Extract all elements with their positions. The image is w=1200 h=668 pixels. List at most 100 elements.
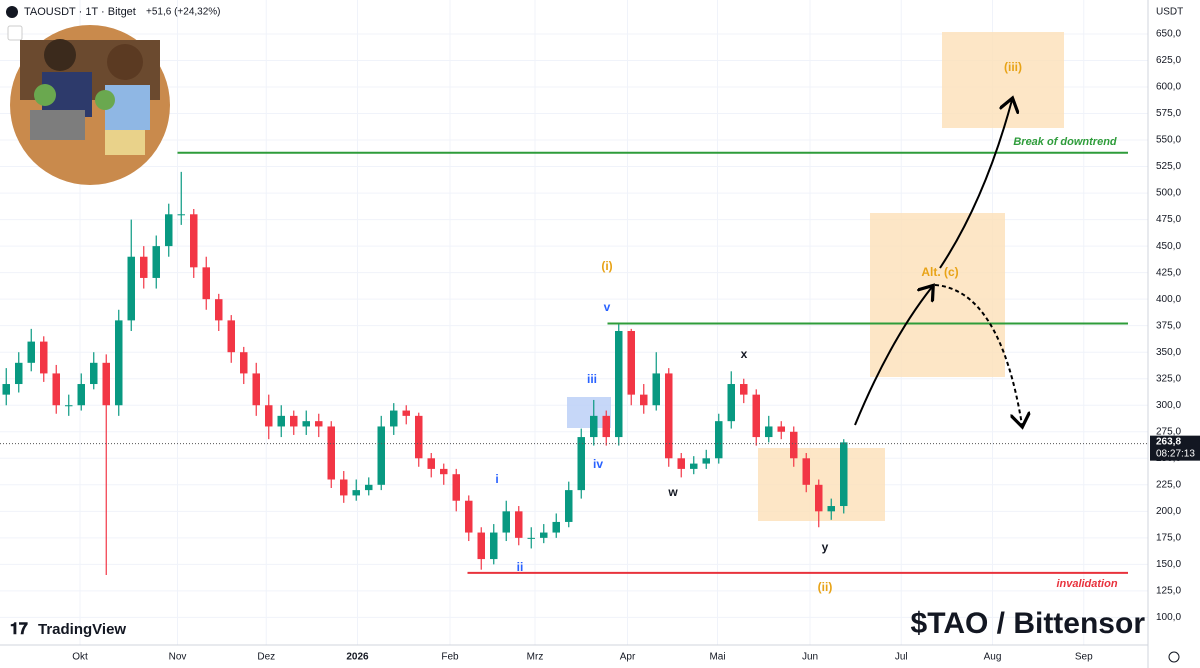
candle-body	[140, 256, 148, 278]
candle-body	[615, 330, 623, 438]
wave-label: x	[741, 347, 748, 361]
candle-body	[2, 384, 10, 395]
candle-body	[15, 362, 23, 385]
wave-label: iii	[587, 372, 597, 386]
candle-body	[190, 214, 198, 268]
candle-body	[390, 410, 398, 427]
candle-body	[165, 214, 173, 247]
y-tick-label: 600,0	[1156, 82, 1181, 93]
candle-body	[65, 405, 73, 407]
y-tick-label: 625,0	[1156, 55, 1181, 66]
arrow	[939, 100, 1012, 269]
candle-body	[740, 384, 748, 395]
candle-body	[127, 256, 135, 321]
candle-body	[515, 511, 523, 538]
line-label: invalidation	[1056, 578, 1117, 590]
wave-label: v	[604, 300, 611, 314]
x-tick-label: Jun	[802, 652, 818, 663]
candle-body	[377, 426, 385, 485]
candle-body	[565, 490, 573, 522]
price-change: +51,6 (+24,32%)	[146, 7, 221, 18]
candle-body	[690, 463, 698, 469]
x-tick-label: Feb	[441, 652, 459, 663]
y-tick-label: 150,0	[1156, 559, 1181, 570]
wave-label: i	[495, 472, 498, 486]
logo-mark: 𝟏𝟕	[10, 621, 28, 638]
candle-body	[577, 437, 585, 491]
candle-body	[590, 415, 598, 438]
candle-body	[440, 468, 448, 475]
annotations: (iii) Break of downtrend (i) v iii iv i …	[495, 60, 1118, 594]
y-tick-label: 175,0	[1156, 532, 1181, 543]
candle-body	[677, 458, 685, 469]
wave-label: y	[822, 540, 829, 554]
wave-label: (ii)	[818, 580, 833, 594]
x-tick-label: Apr	[620, 652, 636, 663]
candle-body	[402, 410, 410, 416]
candle-body	[477, 532, 485, 560]
y-tick-label: 200,0	[1156, 506, 1181, 517]
price-axis	[1148, 0, 1200, 668]
y-tick-label: 350,0	[1156, 347, 1181, 358]
candle-body	[352, 490, 360, 496]
y-tick-label: 225,0	[1156, 479, 1181, 490]
wave-label: (i)	[601, 259, 612, 273]
candle-body	[790, 431, 798, 459]
candle-body	[102, 362, 110, 406]
y-tick-label: 100,0	[1156, 612, 1181, 623]
x-tick-label: Aug	[984, 652, 1002, 663]
candle-body	[227, 320, 235, 353]
target-zone	[942, 32, 1064, 128]
x-tick-label: Mai	[709, 652, 725, 663]
y-tick-label: 375,0	[1156, 320, 1181, 331]
candle-body	[215, 299, 223, 321]
candle-body	[115, 320, 123, 406]
candle-body	[715, 421, 723, 459]
symbol-icon	[6, 6, 18, 18]
y-tick-label: 125,0	[1156, 586, 1181, 597]
brand: TradingView	[38, 621, 126, 638]
candle-body	[827, 506, 835, 512]
y-tick-label: 525,0	[1156, 161, 1181, 172]
candle-body	[152, 246, 160, 278]
candle-body	[840, 442, 848, 507]
x-tick-label: 2026	[346, 652, 369, 663]
x-tick-label: Sep	[1075, 652, 1093, 663]
x-tick-label: Okt	[72, 652, 88, 663]
candle-body	[265, 405, 273, 427]
collapse-button[interactable]	[7, 25, 23, 41]
y-tick-label: 275,0	[1156, 426, 1181, 437]
candle-body	[252, 373, 260, 406]
candle-body	[502, 511, 510, 533]
candle-body	[752, 394, 760, 438]
candle-body	[240, 352, 248, 374]
y-tick-label: 475,0	[1156, 214, 1181, 225]
candle-body	[815, 484, 823, 512]
last-price-box	[1150, 435, 1200, 461]
y-tick-label: 450,0	[1156, 241, 1181, 252]
arrow	[934, 284, 1022, 425]
arrow	[854, 287, 932, 426]
candle-body	[277, 415, 285, 427]
y-tick-label: 325,0	[1156, 373, 1181, 384]
candle-body	[90, 362, 98, 385]
countdown: 08:27:13	[1156, 448, 1195, 459]
x-tick-label: Mrz	[527, 652, 544, 663]
candle-body	[40, 341, 48, 374]
candle-body	[802, 458, 810, 485]
candle-body	[77, 384, 85, 406]
candle-body	[177, 214, 185, 216]
axes: 100,0125,0150,0175,0200,0225,0250,0275,0…	[72, 29, 1200, 663]
x-tick-label: Nov	[169, 652, 187, 663]
wave-label: (iii)	[1004, 60, 1022, 74]
y-tick-label: 575,0	[1156, 108, 1181, 119]
candle-body	[27, 341, 35, 363]
wave-label: Alt. (c)	[921, 265, 958, 279]
candle-body	[365, 484, 373, 491]
candle-body	[290, 415, 298, 427]
candle-body	[665, 373, 673, 459]
settings-icon[interactable]	[1168, 651, 1180, 663]
candle-body	[452, 474, 460, 501]
last-price-label: 263,8	[1156, 436, 1181, 447]
